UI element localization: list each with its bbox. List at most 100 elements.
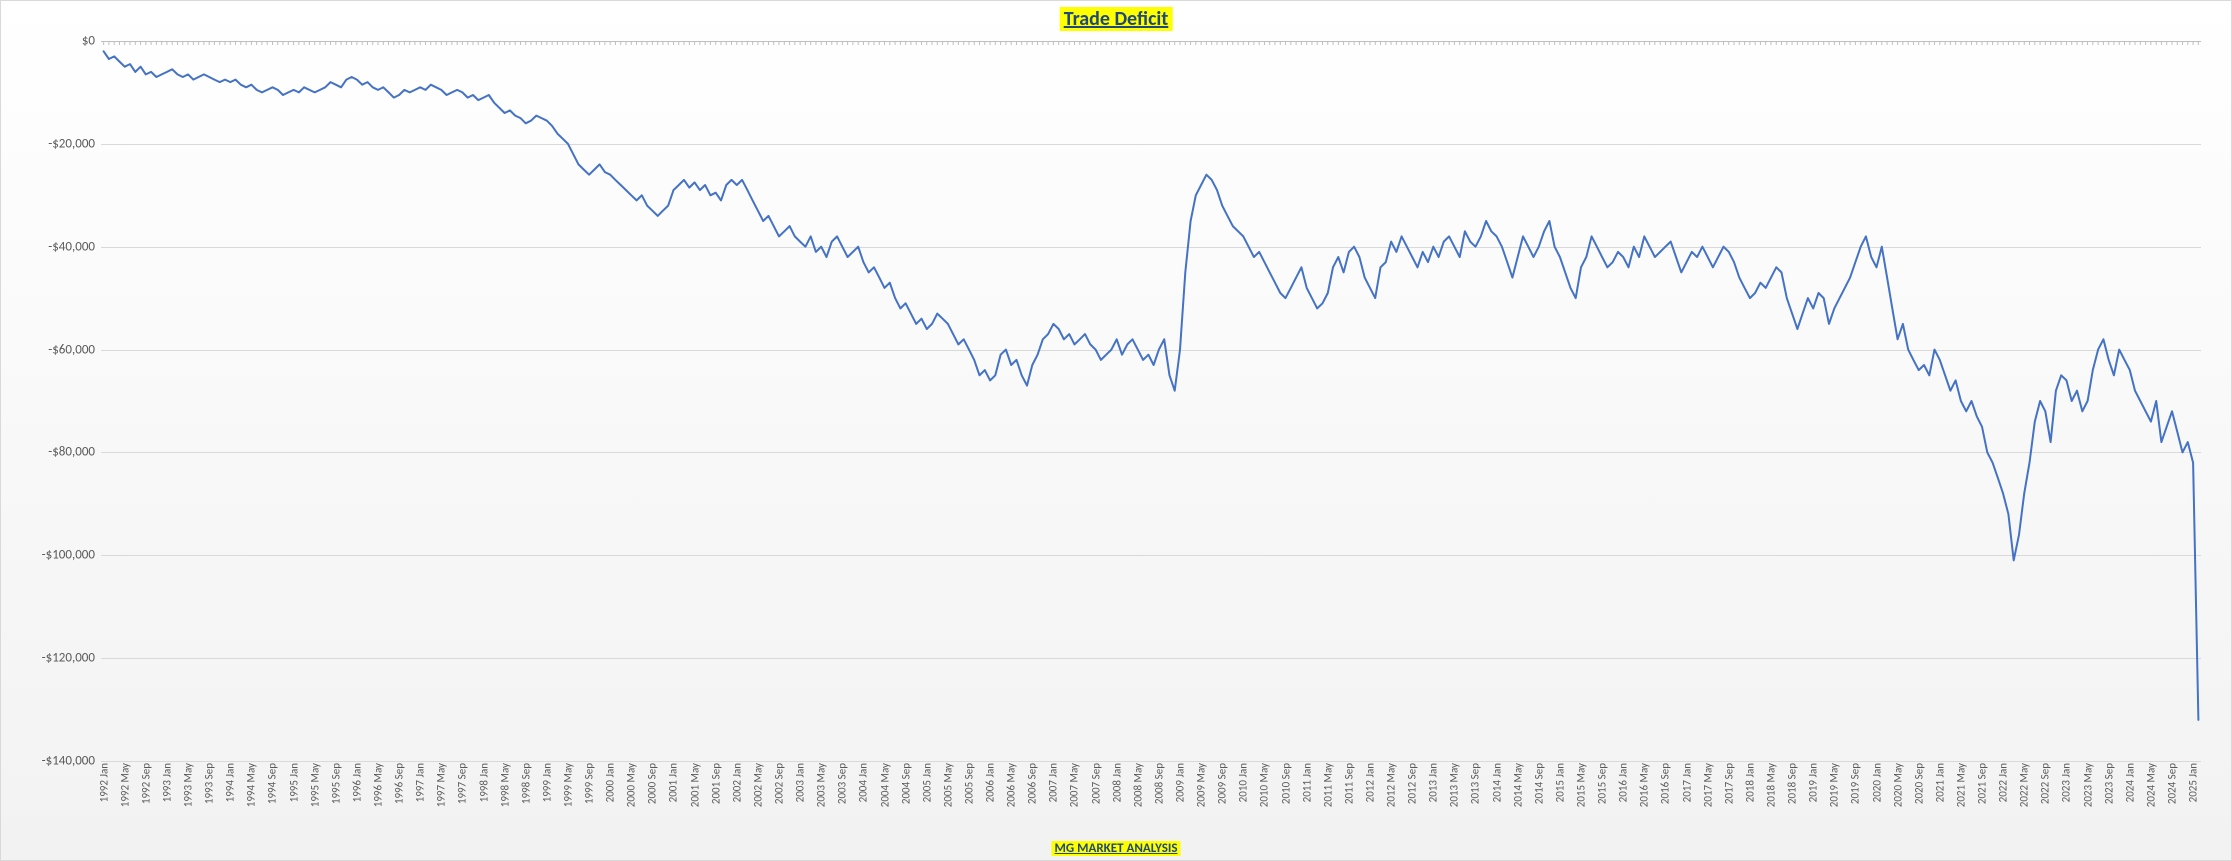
x-tick-label: 2003 Jan xyxy=(794,761,807,802)
x-tick-label: 2020 May xyxy=(1891,761,1904,807)
x-tick-label: 2011 Sep xyxy=(1342,761,1355,804)
x-tick-label: 2001 Sep xyxy=(709,761,722,804)
x-tick-label: 2000 May xyxy=(625,761,638,807)
x-tick-label: 2001 Jan xyxy=(667,761,680,802)
x-tick-label: 2003 Sep xyxy=(836,761,849,804)
x-tick-label: 1996 May xyxy=(372,761,385,807)
x-tick-label: 2005 May xyxy=(941,761,954,807)
x-tick-label: 1997 Jan xyxy=(414,761,427,802)
x-tick-label: 1992 Jan xyxy=(97,761,110,802)
x-tick-label: 1998 Jan xyxy=(477,761,490,802)
x-tick-label: 1995 May xyxy=(308,761,321,807)
x-tick-label: 2000 Jan xyxy=(604,761,617,802)
y-tick-label: $0 xyxy=(82,34,101,49)
x-tick-label: 2005 Jan xyxy=(920,761,933,802)
x-tick-label: 1992 Sep xyxy=(139,761,152,804)
x-tick-label: 2024 Jan xyxy=(2123,761,2136,802)
x-tick-label: 2002 Sep xyxy=(773,761,786,804)
x-tick-label: 2010 May xyxy=(1258,761,1271,807)
x-tick-label: 2023 Jan xyxy=(2060,761,2073,802)
chart-subtitle: MG MARKET ANALYSIS xyxy=(1052,841,1181,856)
x-tick-label: 2023 May xyxy=(2081,761,2094,807)
x-tick-label: 2013 Sep xyxy=(1469,761,1482,804)
x-tick-label: 2023 Sep xyxy=(2102,761,2115,804)
x-tick-label: 2015 Jan xyxy=(1553,761,1566,802)
x-tick-label: 2021 Jan xyxy=(1933,761,1946,802)
x-tick-label: 2009 Jan xyxy=(1174,761,1187,802)
x-tick-label: 2016 Sep xyxy=(1659,761,1672,804)
chart-title: Trade Deficit xyxy=(1060,7,1173,31)
x-tick-label: 2001 May xyxy=(688,761,701,807)
x-tick-label: 2008 Jan xyxy=(1110,761,1123,802)
x-tick-label: 2016 Jan xyxy=(1617,761,1630,802)
x-tick-label: 2019 Sep xyxy=(1849,761,1862,804)
x-tick-label: 2002 May xyxy=(751,761,764,807)
x-tick-label: 2012 Jan xyxy=(1363,761,1376,802)
x-tick-label: 2024 Sep xyxy=(2165,761,2178,804)
x-tick-label: 2012 May xyxy=(1385,761,1398,807)
x-tick-label: 1999 May xyxy=(561,761,574,807)
x-tick-label: 2008 Sep xyxy=(1152,761,1165,804)
x-tick-label: 2004 Sep xyxy=(899,761,912,804)
x-tick-label: 1995 Sep xyxy=(329,761,342,804)
x-tick-label: 2003 May xyxy=(815,761,828,807)
x-tick-label: 2004 Jan xyxy=(857,761,870,802)
x-tick-label: 1992 May xyxy=(118,761,131,807)
y-tick-label: -$60,000 xyxy=(48,342,101,357)
x-tick-label: 2012 Sep xyxy=(1406,761,1419,804)
x-tick-label: 2011 Jan xyxy=(1300,761,1313,802)
x-tick-label: 2017 Jan xyxy=(1680,761,1693,802)
x-tick-label: 2020 Sep xyxy=(1912,761,1925,804)
x-tick-label: 2005 Sep xyxy=(962,761,975,804)
x-tick-label: 2014 May xyxy=(1511,761,1524,807)
chart-container: Trade Deficit $0 -$20,000 -$40,000 -$60,000… xyxy=(0,0,2232,861)
x-tick-label: 2006 Jan xyxy=(984,761,997,802)
y-tick-label: -$80,000 xyxy=(48,445,101,460)
x-tick-label: 1994 Jan xyxy=(224,761,237,802)
x-tick-label: 1998 Sep xyxy=(519,761,532,804)
x-tick-label: 2018 May xyxy=(1764,761,1777,807)
y-tick-label: -$40,000 xyxy=(48,239,101,254)
x-tick-label: 1993 Sep xyxy=(203,761,216,804)
x-tick-label: 2021 Sep xyxy=(1976,761,1989,804)
x-tick-label: 2016 May xyxy=(1638,761,1651,807)
x-tick-label: 2017 Sep xyxy=(1722,761,1735,804)
x-tick-label: 1994 May xyxy=(245,761,258,807)
x-tick-label: 2017 May xyxy=(1701,761,1714,807)
x-tick-label: 2021 May xyxy=(1954,761,1967,807)
x-tick-label: 2010 Sep xyxy=(1279,761,1292,804)
x-tick-label: 2018 Sep xyxy=(1786,761,1799,804)
x-tick-label: 2006 May xyxy=(1005,761,1018,807)
y-tick-label: -$140,000 xyxy=(42,754,101,769)
x-tick-label: 1996 Sep xyxy=(393,761,406,804)
x-tick-label: 2019 Jan xyxy=(1807,761,1820,802)
x-tick-label: 2022 May xyxy=(2018,761,2031,807)
x-tick-label: 1999 Sep xyxy=(583,761,596,804)
x-tick-label: 2022 Jan xyxy=(1997,761,2010,802)
y-tick-label: -$120,000 xyxy=(42,651,101,666)
x-tick-label: 1997 Sep xyxy=(456,761,469,804)
x-tick-label: 2018 Jan xyxy=(1743,761,1756,802)
x-tick-label: 2007 Jan xyxy=(1047,761,1060,802)
x-tick-label: 1993 Jan xyxy=(160,761,173,802)
x-tick-label: 1995 Jan xyxy=(287,761,300,802)
x-tick-label: 2006 Sep xyxy=(1026,761,1039,804)
x-tick-label: 2008 May xyxy=(1131,761,1144,807)
x-tick-label: 2024 May xyxy=(2144,761,2157,807)
y-tick-label: -$100,000 xyxy=(42,548,101,563)
x-tick-label: 2004 May xyxy=(878,761,891,807)
x-tick-label: 2014 Jan xyxy=(1490,761,1503,802)
x-tick-label: 1996 Jan xyxy=(350,761,363,802)
x-tick-label: 2022 Sep xyxy=(2039,761,2052,804)
x-tick-label: 2015 May xyxy=(1575,761,1588,807)
x-tick-label: 1993 May xyxy=(182,761,195,807)
x-tick-label: 1997 May xyxy=(435,761,448,807)
x-tick-label: 2015 Sep xyxy=(1596,761,1609,804)
y-tick-label: -$20,000 xyxy=(48,136,101,151)
x-tick-label: 2010 Jan xyxy=(1237,761,1250,802)
x-tick-label: 2014 Sep xyxy=(1532,761,1545,804)
x-tick-label: 2009 Sep xyxy=(1216,761,1229,804)
x-tick-label: 2013 May xyxy=(1448,761,1461,807)
x-tick-label: 2009 May xyxy=(1195,761,1208,807)
x-tick-label: 2011 May xyxy=(1321,761,1334,807)
